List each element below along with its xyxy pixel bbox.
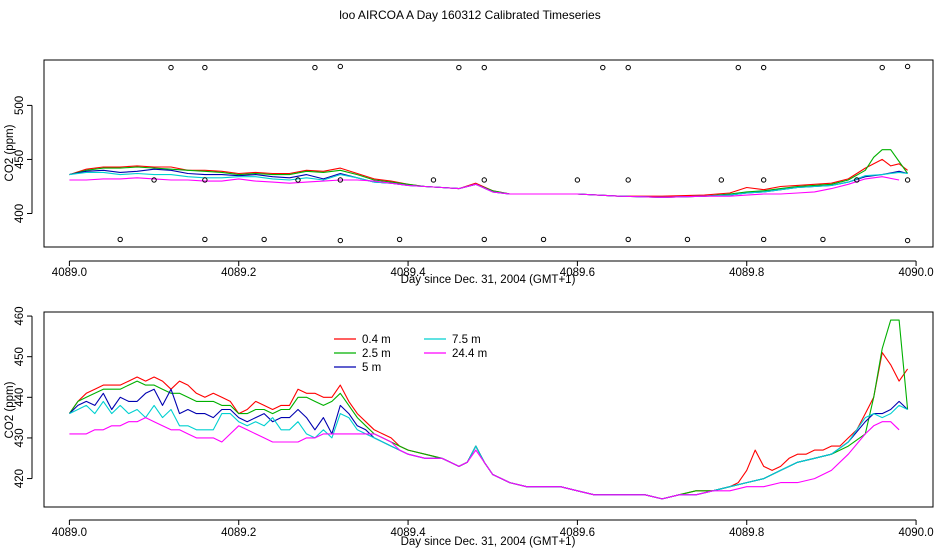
marker-point — [337, 237, 344, 244]
y-tick-label: 420 — [14, 469, 26, 488]
marker-point — [202, 64, 208, 71]
x-tick-label: 4089.0 — [52, 267, 87, 279]
marker-point — [625, 64, 631, 71]
top-series-group — [69, 149, 909, 198]
y-tick-label: 430 — [14, 428, 26, 447]
top-plot-frame — [43, 59, 934, 248]
chart-title: loo AIRCOA A Day 160312 Calibrated Times… — [339, 8, 600, 22]
marker-point — [337, 63, 344, 70]
marker-point — [760, 236, 767, 243]
marker-point — [820, 236, 826, 243]
legend-label: 0.4 m — [362, 334, 391, 346]
x-tick-label: 4090.0 — [898, 527, 933, 539]
marker-point — [904, 237, 911, 244]
legend-label: 2.5 m — [362, 348, 391, 360]
legend-label: 7.5 m — [452, 334, 481, 346]
marker-point — [879, 64, 885, 71]
marker-point — [481, 64, 487, 71]
y-tick-label: 440 — [14, 388, 26, 407]
marker-point — [117, 236, 123, 243]
marker-point — [904, 63, 911, 70]
series-line-5 — [69, 417, 900, 500]
marker-point — [684, 236, 691, 243]
series-line-1 — [68, 352, 909, 500]
top-x-axis: 4089.0 4089.2 4089.4 4089.6 4089.8 4090.0 — [52, 260, 934, 279]
x-tick-label: 4089.8 — [729, 527, 764, 539]
legend-label: 24.4 m — [452, 348, 487, 360]
marker-point — [202, 236, 208, 243]
marker-point — [540, 236, 547, 243]
marker-point — [312, 64, 318, 71]
series-line-5 — [69, 176, 900, 198]
x-tick-label: 4089.6 — [560, 527, 595, 539]
marker-point — [718, 177, 725, 183]
bottom-x-axis-label: Day since Dec. 31, 2004 (GMT+1) — [401, 536, 576, 548]
top-y-axis-label: CO2 (ppm) — [4, 124, 16, 181]
x-tick-label: 4089.4 — [390, 527, 426, 539]
x-tick-label: 4089.4 — [390, 267, 426, 279]
marker-point — [151, 177, 157, 183]
series-line-2 — [68, 319, 909, 500]
marker-point — [854, 177, 860, 183]
y-tick-label: 450 — [14, 150, 26, 169]
y-tick-label: 400 — [14, 204, 26, 223]
bottom-y-axis: 420 430 440 450 460 — [14, 306, 33, 488]
marker-point — [430, 177, 437, 183]
top-x-axis-label: Day since Dec. 31, 2004 (GMT+1) — [401, 274, 576, 286]
bottom-plot-frame — [43, 311, 934, 508]
series-line-3 — [69, 168, 908, 198]
series-line-4 — [69, 400, 908, 500]
top-panel: 4089.0 4089.2 4089.4 4089.6 4089.8 4090.0 400… — [4, 59, 934, 286]
marker-point — [625, 236, 631, 243]
x-tick-label: 4089.6 — [560, 267, 595, 279]
marker-point — [481, 177, 487, 183]
marker-point — [261, 236, 267, 243]
marker-point — [600, 64, 606, 71]
marker-point — [760, 177, 767, 183]
bottom-x-axis: 4089.0 4089.2 4089.4 4089.6 4089.8 4090.0 — [52, 519, 934, 539]
x-tick-label: 4089.0 — [52, 527, 87, 539]
marker-point — [202, 177, 208, 183]
y-tick-label: 500 — [14, 96, 26, 115]
bottom-y-axis-label: CO2 (ppm) — [4, 381, 16, 438]
marker-point — [295, 177, 301, 183]
y-tick-label: 460 — [14, 306, 26, 325]
marker-point — [735, 64, 741, 71]
bottom-series-group — [68, 319, 909, 500]
legend-label: 5 m — [362, 362, 381, 374]
top-markers-group — [117, 63, 911, 244]
top-y-axis: 400 450 500 — [14, 96, 33, 223]
series-line-1 — [69, 158, 908, 197]
marker-point — [456, 64, 462, 71]
marker-point — [625, 177, 631, 183]
x-tick-label: 4089.2 — [221, 267, 256, 279]
x-tick-label: 4090.0 — [898, 267, 933, 279]
marker-point — [904, 177, 911, 183]
marker-point — [481, 236, 487, 243]
marker-point — [168, 64, 174, 71]
marker-point — [396, 236, 403, 243]
marker-point — [337, 177, 344, 183]
marker-point — [574, 177, 581, 183]
legend: 0.4 m 2.5 m 5 m 7.5 m 24.4 m — [334, 334, 487, 374]
x-tick-label: 4089.8 — [729, 267, 764, 279]
marker-point — [760, 64, 767, 71]
y-tick-label: 450 — [14, 347, 26, 366]
bottom-panel: 4089.0 4089.2 4089.4 4089.6 4089.8 4090.0 420… — [4, 306, 934, 548]
x-tick-label: 4089.2 — [221, 527, 256, 539]
